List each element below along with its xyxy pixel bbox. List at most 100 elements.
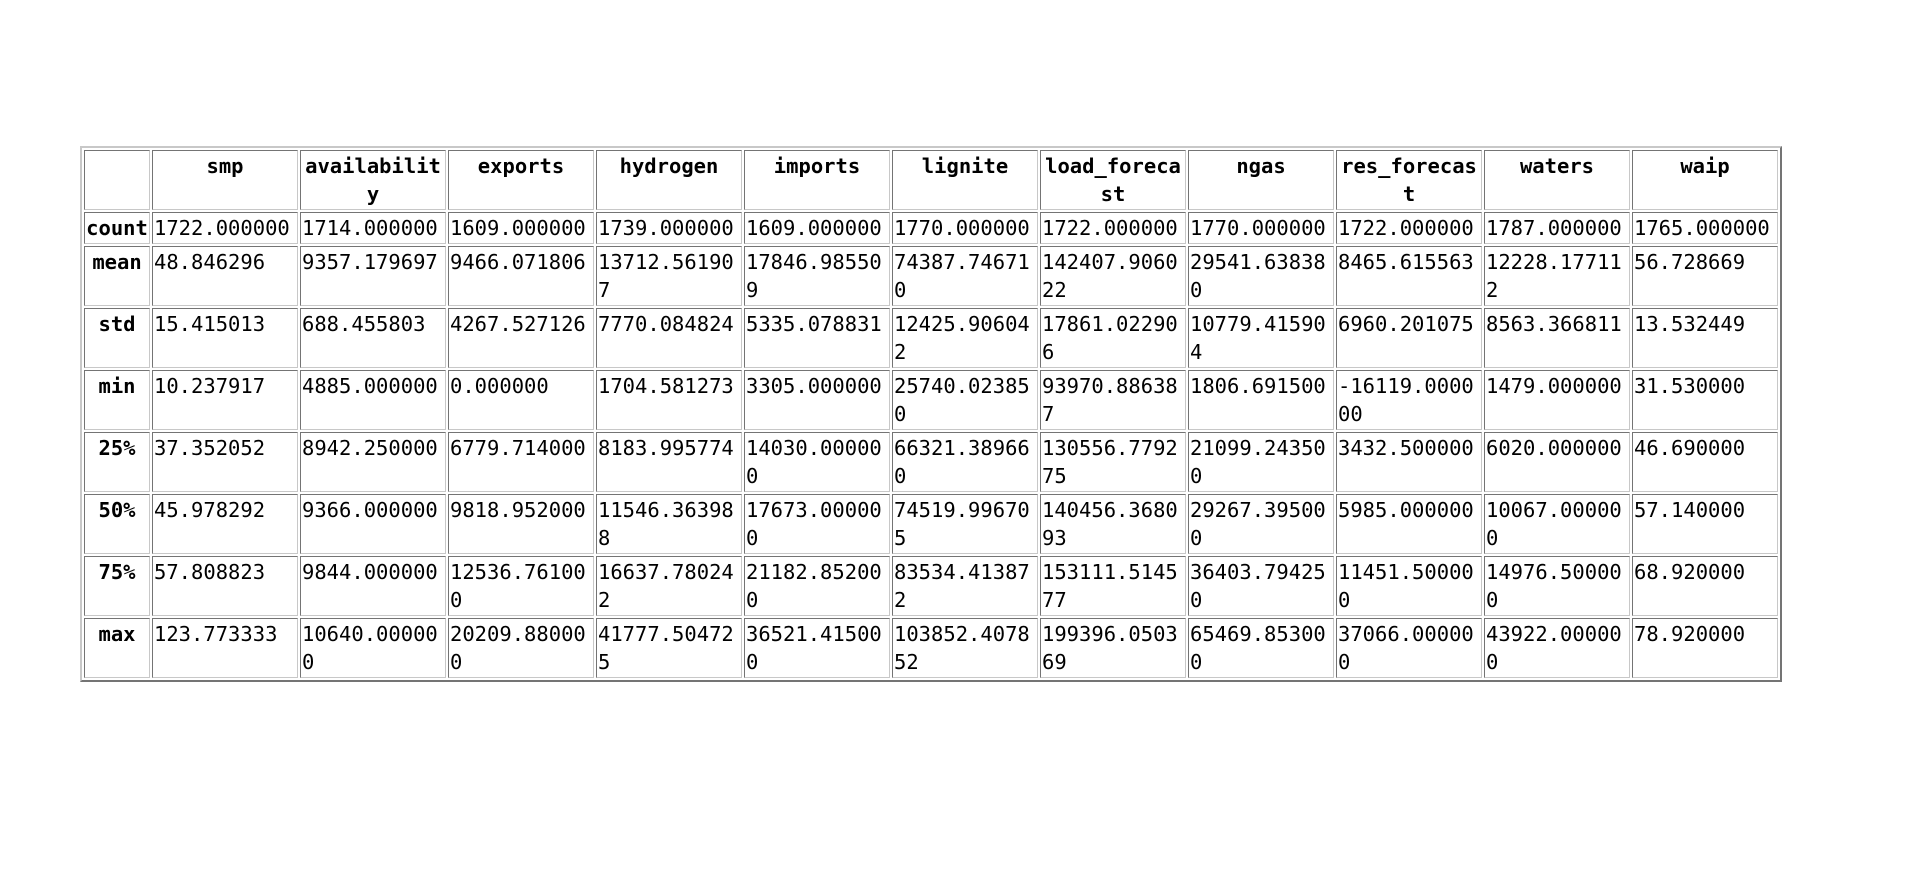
table-cell: 17673.000000 <box>744 494 890 554</box>
table-cell: 688.455803 <box>300 308 446 368</box>
table-cell: 103852.407852 <box>892 618 1038 678</box>
table-cell: 12228.177112 <box>1484 246 1630 306</box>
table-cell: 1770.000000 <box>892 212 1038 244</box>
describe-table-container: smp availability exports hydrogen import… <box>80 146 1782 682</box>
table-cell: 6779.714000 <box>448 432 594 492</box>
row-label: count <box>84 212 150 244</box>
table-cell: 6020.000000 <box>1484 432 1630 492</box>
table-body: count 1722.000000 1714.000000 1609.00000… <box>84 212 1778 678</box>
column-header: imports <box>744 150 890 210</box>
table-cell: 11451.500000 <box>1336 556 1482 616</box>
table-cell: 1609.000000 <box>744 212 890 244</box>
table-cell: 45.978292 <box>152 494 298 554</box>
table-cell: 56.728669 <box>1632 246 1778 306</box>
table-cell: 8465.615563 <box>1336 246 1482 306</box>
table-cell: 9357.179697 <box>300 246 446 306</box>
table-row: mean 48.846296 9357.179697 9466.071806 1… <box>84 246 1778 306</box>
table-cell: 1739.000000 <box>596 212 742 244</box>
table-cell: 3305.000000 <box>744 370 890 430</box>
column-header: smp <box>152 150 298 210</box>
table-cell: 1479.000000 <box>1484 370 1630 430</box>
row-label: 75% <box>84 556 150 616</box>
table-cell: 78.920000 <box>1632 618 1778 678</box>
table-cell: 5985.000000 <box>1336 494 1482 554</box>
column-header: load_forecast <box>1040 150 1186 210</box>
table-cell: 10.237917 <box>152 370 298 430</box>
table-cell: 9466.071806 <box>448 246 594 306</box>
table-cell: 74387.746710 <box>892 246 1038 306</box>
row-label: mean <box>84 246 150 306</box>
table-cell: 17846.985509 <box>744 246 890 306</box>
table-row: 75% 57.808823 9844.000000 12536.761000 1… <box>84 556 1778 616</box>
table-cell: 11546.363988 <box>596 494 742 554</box>
table-cell: 140456.368093 <box>1040 494 1186 554</box>
table-cell: 10640.000000 <box>300 618 446 678</box>
table-cell: 1722.000000 <box>1336 212 1482 244</box>
table-cell: 65469.853000 <box>1188 618 1334 678</box>
table-row: count 1722.000000 1714.000000 1609.00000… <box>84 212 1778 244</box>
table-cell: 14030.000000 <box>744 432 890 492</box>
table-cell: 12536.761000 <box>448 556 594 616</box>
table-row: 50% 45.978292 9366.000000 9818.952000 11… <box>84 494 1778 554</box>
table-cell: 8942.250000 <box>300 432 446 492</box>
table-cell: 7770.084824 <box>596 308 742 368</box>
column-header: waters <box>1484 150 1630 210</box>
table-cell: 0.000000 <box>448 370 594 430</box>
column-header: exports <box>448 150 594 210</box>
column-header: hydrogen <box>596 150 742 210</box>
table-cell: 5335.078831 <box>744 308 890 368</box>
table-cell: 4885.000000 <box>300 370 446 430</box>
table-cell: 1722.000000 <box>1040 212 1186 244</box>
table-cell: 74519.996705 <box>892 494 1038 554</box>
column-header: res_forecast <box>1336 150 1482 210</box>
table-cell: 48.846296 <box>152 246 298 306</box>
table-cell: 1609.000000 <box>448 212 594 244</box>
table-cell: 4267.527126 <box>448 308 594 368</box>
table-header: smp availability exports hydrogen import… <box>84 150 1778 210</box>
table-cell: 1722.000000 <box>152 212 298 244</box>
table-cell: 36403.794250 <box>1188 556 1334 616</box>
table-cell: 57.140000 <box>1632 494 1778 554</box>
table-cell: 1765.000000 <box>1632 212 1778 244</box>
table-cell: 9366.000000 <box>300 494 446 554</box>
table-cell: 12425.906042 <box>892 308 1038 368</box>
table-row: min 10.237917 4885.000000 0.000000 1704.… <box>84 370 1778 430</box>
table-cell: 29267.395000 <box>1188 494 1334 554</box>
table-cell: 15.415013 <box>152 308 298 368</box>
table-cell: 1704.581273 <box>596 370 742 430</box>
table-cell: 57.808823 <box>152 556 298 616</box>
table-cell: 9844.000000 <box>300 556 446 616</box>
table-cell: 10779.415904 <box>1188 308 1334 368</box>
table-cell: 41777.504725 <box>596 618 742 678</box>
table-cell: 1806.691500 <box>1188 370 1334 430</box>
table-cell: 83534.413872 <box>892 556 1038 616</box>
table-cell: 31.530000 <box>1632 370 1778 430</box>
column-header: waip <box>1632 150 1778 210</box>
table-cell: 93970.886387 <box>1040 370 1186 430</box>
table-cell: 123.773333 <box>152 618 298 678</box>
table-cell: 130556.779275 <box>1040 432 1186 492</box>
table-cell: 13.532449 <box>1632 308 1778 368</box>
table-cell: 1787.000000 <box>1484 212 1630 244</box>
summary-statistics-table: smp availability exports hydrogen import… <box>80 146 1782 682</box>
table-cell: -16119.000000 <box>1336 370 1482 430</box>
table-cell: 1714.000000 <box>300 212 446 244</box>
table-row: 25% 37.352052 8942.250000 6779.714000 81… <box>84 432 1778 492</box>
table-cell: 3432.500000 <box>1336 432 1482 492</box>
table-cell: 153111.514577 <box>1040 556 1186 616</box>
table-cell: 6960.201075 <box>1336 308 1482 368</box>
table-cell: 10067.000000 <box>1484 494 1630 554</box>
row-label: max <box>84 618 150 678</box>
table-cell: 21182.852000 <box>744 556 890 616</box>
table-cell: 17861.022906 <box>1040 308 1186 368</box>
table-cell: 142407.906022 <box>1040 246 1186 306</box>
table-row: max 123.773333 10640.000000 20209.880000… <box>84 618 1778 678</box>
row-label: min <box>84 370 150 430</box>
header-row: smp availability exports hydrogen import… <box>84 150 1778 210</box>
row-label: 25% <box>84 432 150 492</box>
table-cell: 8183.995774 <box>596 432 742 492</box>
table-cell: 21099.243500 <box>1188 432 1334 492</box>
row-label: std <box>84 308 150 368</box>
table-cell: 29541.638380 <box>1188 246 1334 306</box>
table-cell: 37066.000000 <box>1336 618 1482 678</box>
